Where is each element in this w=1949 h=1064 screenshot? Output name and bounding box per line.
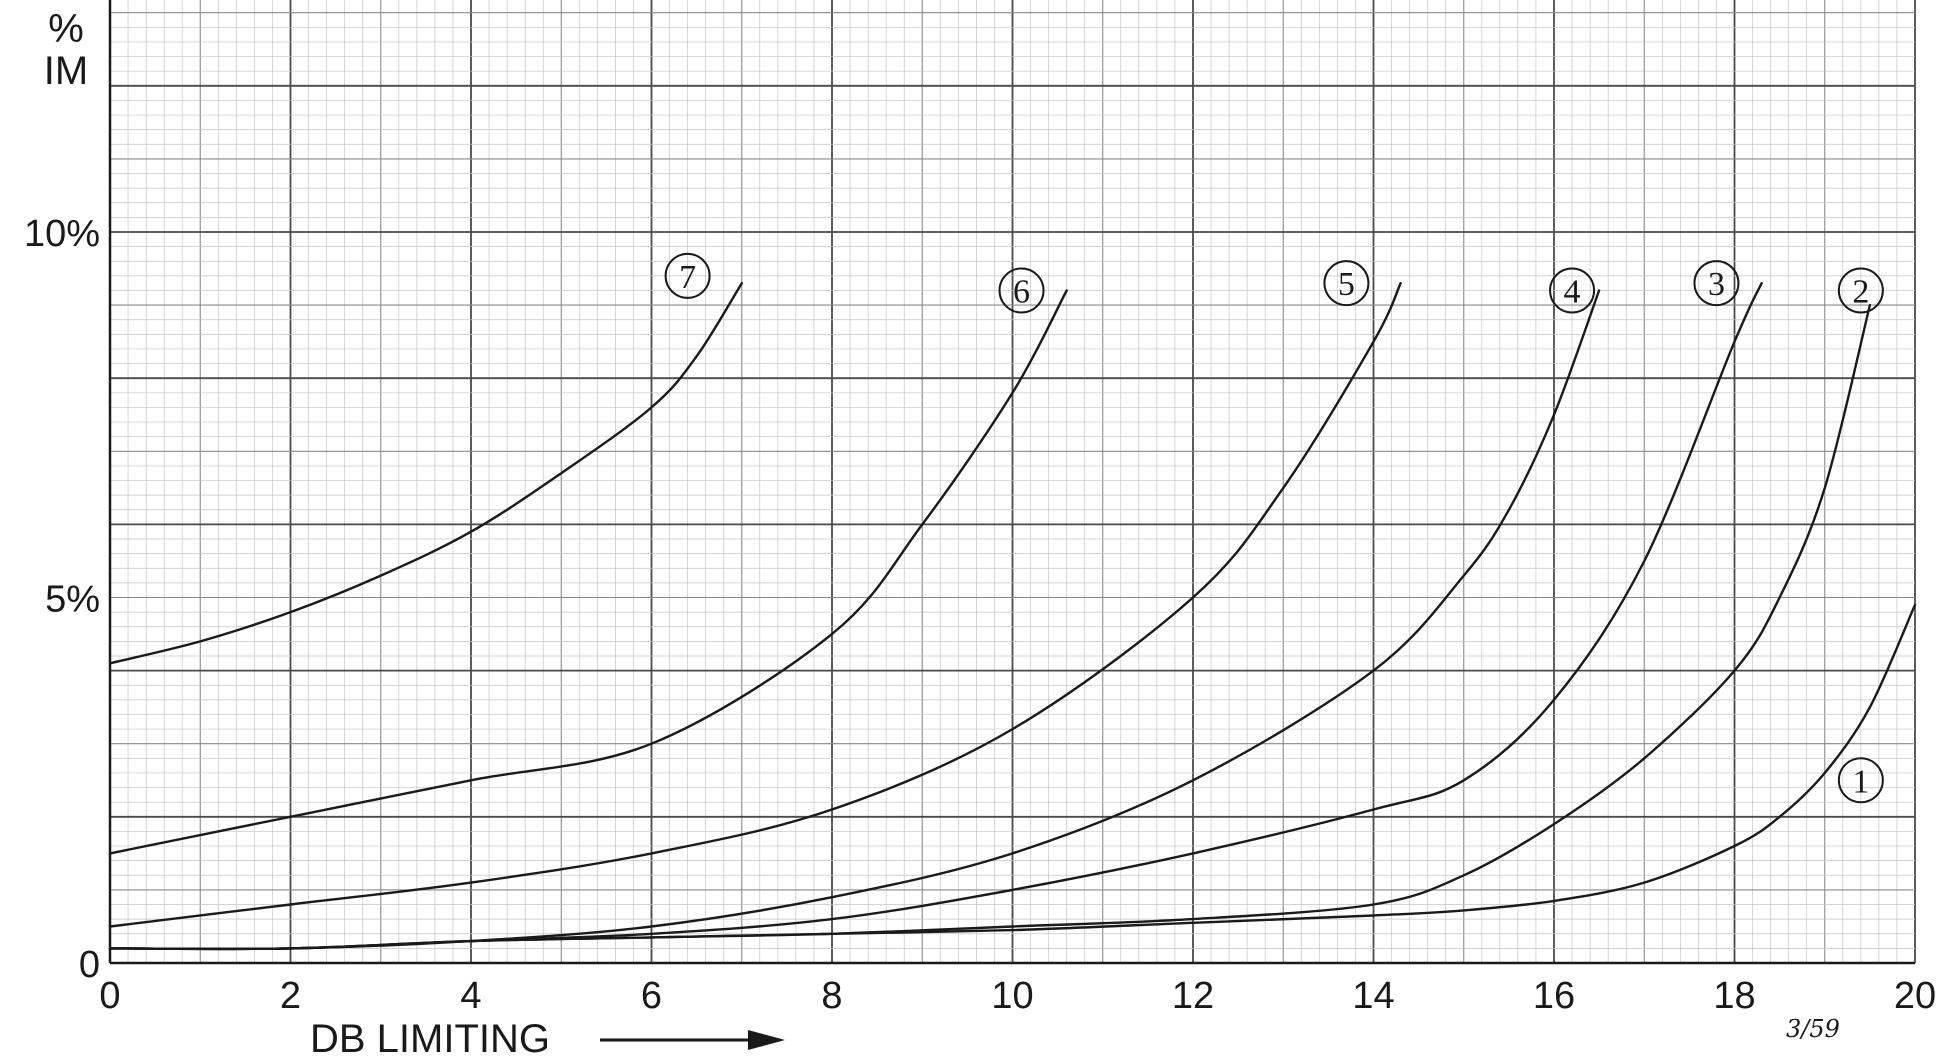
y-axis-title-line-2: IM: [44, 49, 88, 93]
x-tick-label: 18: [1713, 975, 1755, 1017]
x-tick-labels: 0 2 4 6 8 10 12 14 16 18 20: [99, 975, 1936, 1017]
y-tick-labels: 0 5% 10%: [24, 213, 100, 986]
x-tick-label: 20: [1894, 975, 1936, 1017]
curve-4-label-circle: [1549, 267, 1596, 314]
x-tick-label: 10: [991, 975, 1033, 1017]
curve-6: [108, 289, 1068, 855]
graph-paper-grid: [108, 0, 1916, 965]
curve-5-label: 5: [1338, 266, 1355, 303]
curve-layer: [108, 282, 1917, 951]
curve-number-layer: 1 2 3 4 5 6 7: [664, 252, 1884, 804]
curve-4-label: 4: [1564, 273, 1581, 310]
curve-6-label: 6: [1013, 273, 1030, 310]
y-tick-label: 0: [79, 944, 100, 986]
y-tick-label: 5%: [45, 579, 100, 621]
curve-7-label: 7: [679, 259, 696, 296]
y-axis-title-line-1: %: [48, 7, 84, 51]
curve-5: [108, 282, 1402, 928]
curve-2-label: 2: [1852, 273, 1869, 310]
curve-3-label: 3: [1708, 266, 1725, 303]
x-tick-label: 0: [99, 975, 120, 1017]
x-tick-label: 14: [1352, 975, 1394, 1017]
curve-7: [108, 282, 743, 665]
curve-7-label-circle: [664, 252, 711, 299]
y-tick-label: 10%: [24, 213, 100, 255]
x-axis-arrow: [600, 1030, 785, 1050]
x-tick-label: 12: [1172, 975, 1214, 1017]
x-tick-label: 2: [280, 975, 301, 1017]
date-annotation: 3/59: [1786, 1015, 1840, 1043]
curve-2-label-circle: [1837, 267, 1884, 314]
x-axis-title: DB LIMITING: [310, 1017, 550, 1061]
x-tick-label: 8: [821, 975, 842, 1017]
x-tick-label: 4: [460, 975, 481, 1017]
x-tick-label: 6: [641, 975, 662, 1017]
curve-1-label-circle: [1837, 757, 1884, 804]
x-tick-label: 16: [1533, 975, 1575, 1017]
curve-4: [108, 289, 1601, 951]
curve-5-label-circle: [1323, 260, 1370, 307]
curve-6-label-circle: [998, 267, 1045, 314]
curve-1-label: 1: [1852, 763, 1869, 800]
curve-3-label-circle: [1693, 260, 1740, 307]
